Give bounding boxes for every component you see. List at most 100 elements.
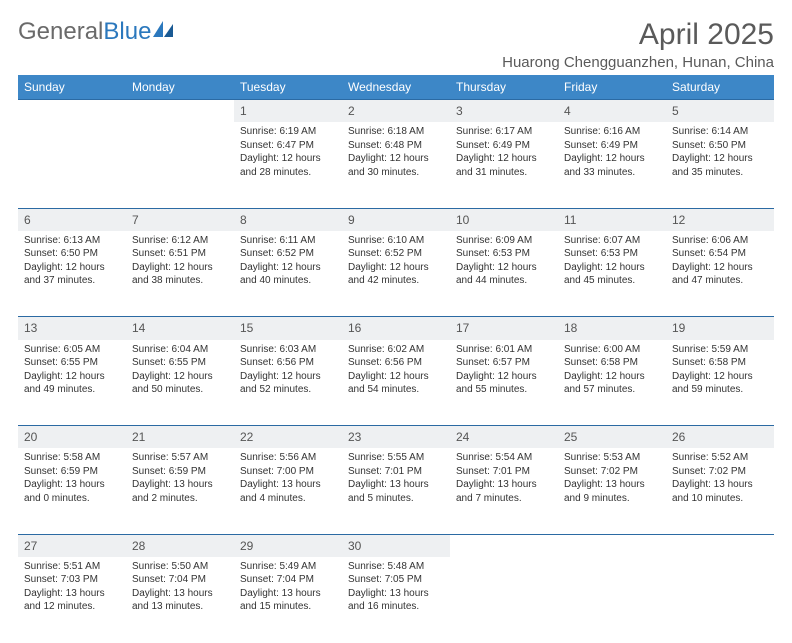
- day-number-cell: [558, 534, 666, 557]
- sunset-line: Sunset: 6:49 PM: [456, 139, 552, 153]
- daylight-line: Daylight: 13 hours and 4 minutes.: [240, 478, 336, 505]
- content-row: Sunrise: 5:58 AMSunset: 6:59 PMDaylight:…: [18, 448, 774, 534]
- day-content-cell: [666, 557, 774, 643]
- day-content-cell: Sunrise: 5:52 AMSunset: 7:02 PMDaylight:…: [666, 448, 774, 534]
- sunrise-line: Sunrise: 5:53 AM: [564, 451, 660, 465]
- day-number-cell: 28: [126, 534, 234, 557]
- day-number-cell: [18, 100, 126, 123]
- logo: GeneralBlue: [18, 18, 175, 46]
- day-content-cell: [450, 557, 558, 643]
- daynum-row: 13141516171819: [18, 317, 774, 340]
- sunset-line: Sunset: 7:01 PM: [456, 465, 552, 479]
- day-content-cell: Sunrise: 6:07 AMSunset: 6:53 PMDaylight:…: [558, 231, 666, 317]
- sunset-line: Sunset: 6:58 PM: [672, 356, 768, 370]
- sunrise-line: Sunrise: 5:55 AM: [348, 451, 444, 465]
- daylight-line: Daylight: 12 hours and 52 minutes.: [240, 370, 336, 397]
- day-number-cell: 13: [18, 317, 126, 340]
- sunset-line: Sunset: 6:52 PM: [348, 247, 444, 261]
- day-content-cell: Sunrise: 5:58 AMSunset: 6:59 PMDaylight:…: [18, 448, 126, 534]
- daylight-line: Daylight: 12 hours and 49 minutes.: [24, 370, 120, 397]
- sunset-line: Sunset: 6:56 PM: [240, 356, 336, 370]
- sunrise-line: Sunrise: 6:10 AM: [348, 234, 444, 248]
- content-row: Sunrise: 5:51 AMSunset: 7:03 PM Daylight:…: [18, 557, 774, 643]
- daylight-line: Daylight: 12 hours and 44 minutes.: [456, 261, 552, 288]
- sunrise-line: Sunrise: 5:51 AM: [24, 560, 120, 574]
- weekday-header: Sunday: [18, 75, 126, 100]
- sunrise-line: Sunrise: 5:58 AM: [24, 451, 120, 465]
- sunset-line: Sunset: 7:04 PM: [240, 573, 336, 587]
- content-row: Sunrise: 6:13 AMSunset: 6:50 PMDaylight:…: [18, 231, 774, 317]
- daylight-line: Daylight: 12 hours and 31 minutes.: [456, 152, 552, 179]
- daylight-line: Daylight: 13 hours and 5 minutes.: [348, 478, 444, 505]
- sunset-line: Sunset: 6:49 PM: [564, 139, 660, 153]
- calendar-table: SundayMondayTuesdayWednesdayThursdayFrid…: [18, 75, 774, 643]
- day-content-cell: Sunrise: 6:01 AMSunset: 6:57 PMDaylight:…: [450, 340, 558, 426]
- weekday-header: Thursday: [450, 75, 558, 100]
- day-content-cell: Sunrise: 6:11 AMSunset: 6:52 PMDaylight:…: [234, 231, 342, 317]
- logo-text-blue: Blue: [103, 18, 151, 46]
- day-number-cell: 25: [558, 426, 666, 449]
- location-text: Huarong Chengguanzhen, Hunan, China: [502, 54, 774, 71]
- day-number-cell: [450, 534, 558, 557]
- day-content-cell: Sunrise: 5:59 AMSunset: 6:58 PMDaylight:…: [666, 340, 774, 426]
- sunset-line: Sunset: 7:02 PM: [564, 465, 660, 479]
- daylight-line: Daylight: 12 hours and 38 minutes.: [132, 261, 228, 288]
- sunset-line: Sunset: 6:48 PM: [348, 139, 444, 153]
- daynum-row: 20212223242526: [18, 426, 774, 449]
- sunrise-line: Sunrise: 5:54 AM: [456, 451, 552, 465]
- sunset-line: Sunset: 6:47 PM: [240, 139, 336, 153]
- sunrise-line: Sunrise: 6:01 AM: [456, 343, 552, 357]
- daylight-line: Daylight: 12 hours and 35 minutes.: [672, 152, 768, 179]
- sunrise-line: Sunrise: 5:48 AM: [348, 560, 444, 574]
- title-block: April 2025 Huarong Chengguanzhen, Hunan,…: [502, 18, 774, 71]
- day-number-cell: 5: [666, 100, 774, 123]
- day-number-cell: 1: [234, 100, 342, 123]
- sunset-line: Sunset: 7:03 PM: [24, 573, 120, 587]
- daylight-line: Daylight: 13 hours and 0 minutes.: [24, 478, 120, 505]
- sunrise-line: Sunrise: 6:11 AM: [240, 234, 336, 248]
- daylight-line: Daylight: 12 hours and 55 minutes.: [456, 370, 552, 397]
- sunrise-line: Sunrise: 6:05 AM: [24, 343, 120, 357]
- header: GeneralBlue April 2025 Huarong Chengguan…: [18, 18, 774, 71]
- day-number-cell: 19: [666, 317, 774, 340]
- day-content-cell: Sunrise: 5:51 AMSunset: 7:03 PMDaylight:…: [18, 557, 126, 643]
- day-number-cell: 2: [342, 100, 450, 123]
- day-content-cell: Sunrise: 5:49 AMSunset: 7:04 PMDaylight:…: [234, 557, 342, 643]
- day-content-cell: Sunrise: 6:19 AMSunset: 6:47 PMDaylight:…: [234, 122, 342, 208]
- sunrise-line: Sunrise: 5:57 AM: [132, 451, 228, 465]
- sunset-line: Sunset: 6:50 PM: [24, 247, 120, 261]
- sunrise-line: Sunrise: 5:56 AM: [240, 451, 336, 465]
- sunrise-line: Sunrise: 5:52 AM: [672, 451, 768, 465]
- day-content-cell: [18, 122, 126, 208]
- page-title: April 2025: [502, 18, 774, 52]
- day-content-cell: Sunrise: 6:16 AMSunset: 6:49 PMDaylight:…: [558, 122, 666, 208]
- day-content-cell: [558, 557, 666, 643]
- day-number-cell: 22: [234, 426, 342, 449]
- daylight-line: Daylight: 12 hours and 42 minutes.: [348, 261, 444, 288]
- weekday-header: Saturday: [666, 75, 774, 100]
- day-content-cell: [126, 122, 234, 208]
- daynum-row: 12345: [18, 100, 774, 123]
- day-number-cell: 18: [558, 317, 666, 340]
- day-content-cell: Sunrise: 6:05 AMSunset: 6:55 PMDaylight:…: [18, 340, 126, 426]
- sunrise-line: Sunrise: 6:19 AM: [240, 125, 336, 139]
- sunrise-line: Sunrise: 6:07 AM: [564, 234, 660, 248]
- sunrise-line: Sunrise: 6:09 AM: [456, 234, 552, 248]
- day-number-cell: 21: [126, 426, 234, 449]
- day-content-cell: Sunrise: 5:55 AMSunset: 7:01 PMDaylight:…: [342, 448, 450, 534]
- sunrise-line: Sunrise: 5:49 AM: [240, 560, 336, 574]
- sunset-line: Sunset: 6:55 PM: [24, 356, 120, 370]
- daylight-line: Daylight: 12 hours and 28 minutes.: [240, 152, 336, 179]
- logo-text-general: General: [18, 18, 103, 46]
- sunrise-line: Sunrise: 6:06 AM: [672, 234, 768, 248]
- daylight-line: Daylight: 13 hours and 15 minutes.: [240, 587, 336, 614]
- sunset-line: Sunset: 6:50 PM: [672, 139, 768, 153]
- daynum-row: 27282930: [18, 534, 774, 557]
- sunset-line: Sunset: 6:53 PM: [456, 247, 552, 261]
- daylight-line: Daylight: 13 hours and 13 minutes.: [132, 587, 228, 614]
- daylight-line: Daylight: 13 hours and 9 minutes.: [564, 478, 660, 505]
- sunset-line: Sunset: 7:02 PM: [672, 465, 768, 479]
- sunset-line: Sunset: 6:56 PM: [348, 356, 444, 370]
- day-number-cell: 26: [666, 426, 774, 449]
- daylight-line: Daylight: 12 hours and 37 minutes.: [24, 261, 120, 288]
